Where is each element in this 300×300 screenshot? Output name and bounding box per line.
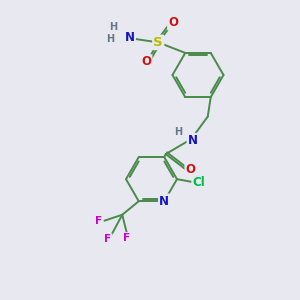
Text: F: F (104, 234, 111, 244)
Text: O: O (186, 163, 196, 176)
Text: N: N (159, 195, 169, 208)
Text: O: O (168, 16, 178, 29)
Text: H: H (109, 22, 117, 32)
Text: F: F (123, 233, 130, 243)
Text: H: H (175, 128, 183, 137)
Text: H: H (106, 34, 114, 44)
Text: N: N (125, 32, 135, 44)
Text: F: F (95, 216, 102, 226)
Text: N: N (188, 134, 198, 147)
Text: O: O (141, 56, 151, 68)
Text: Cl: Cl (193, 176, 205, 189)
Text: S: S (153, 36, 163, 49)
